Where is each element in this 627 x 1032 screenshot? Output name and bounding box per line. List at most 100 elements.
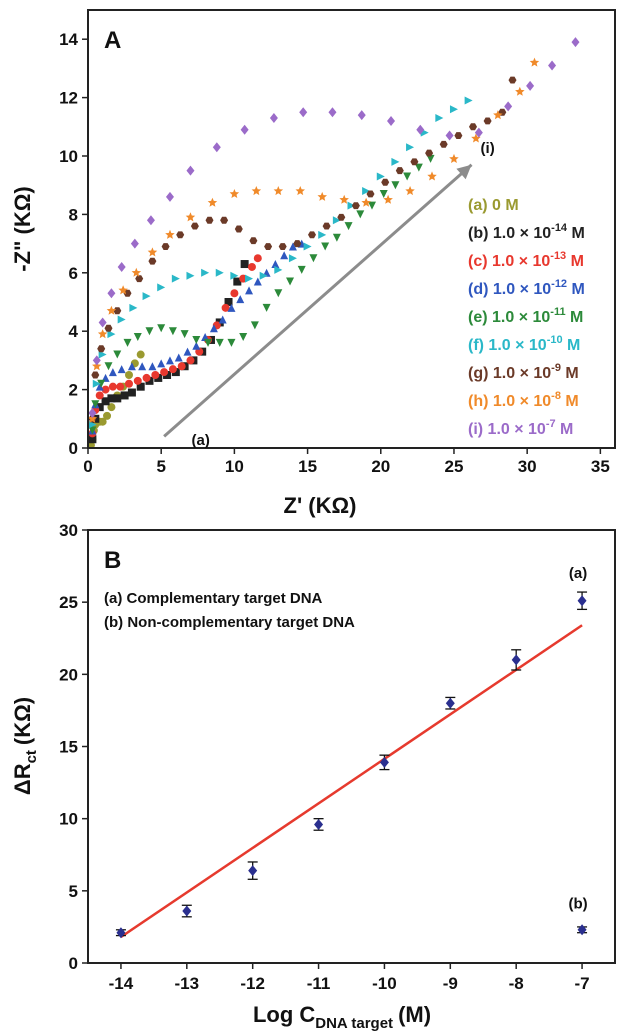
data-point [180,330,189,339]
data-point [362,187,371,196]
data-point [239,333,248,342]
data-point [269,113,278,124]
data-point [321,242,330,251]
y-tick-label: 14 [59,30,78,49]
data-point [174,353,183,362]
data-point [101,385,110,394]
legend-entry: (e) 1.0 × 10-11 M [468,306,583,326]
data-point [157,324,166,333]
legend-entry: (g) 1.0 × 10-9 M [468,362,579,382]
legend-entry: (a) Complementary target DNA [104,590,323,607]
data-point [104,324,113,332]
data-point [98,317,107,328]
data-point [138,362,147,371]
data-point [212,142,221,153]
data-point [328,107,337,118]
data-point [240,124,249,135]
data-point [295,186,305,196]
data-point [113,394,122,403]
data-point [107,330,116,339]
data-point [92,355,101,366]
data-point [123,289,132,297]
data-point [274,265,283,274]
data-point [183,347,192,356]
data-point [317,191,327,201]
data-point [87,413,98,423]
panel-a-legend: (a) 0 M (b) 1.0 × 10-14 M (c) 1.0 × 10-13 … [468,197,585,438]
data-point [192,341,201,350]
panel-a-arrow [163,163,473,438]
data-point [97,329,108,339]
x-tick-label: -14 [109,974,134,993]
annotation-label: (a) [192,432,210,449]
y-tick-label: 4 [69,322,79,341]
data-point [88,420,97,429]
data-point [240,260,249,269]
data-point [234,225,243,233]
data-point [145,327,154,336]
data-point [571,37,580,48]
data-point [176,231,185,239]
data-point [147,247,158,257]
panel-b-ticks: -14 -13 -12 -11 -10 -9 -8 -7 0 5 10 15 20 25 30 [59,521,590,993]
data-point [464,96,473,105]
legend-entry: (h) 1.0 × 10-8 M [468,390,579,410]
data-point [192,335,201,344]
fit-line [120,624,583,939]
data-point [106,305,117,315]
panel-a: 0 5 10 15 20 25 30 35 0 2 4 6 8 10 12 14 A (a) 0 M (b) 1… [10,9,616,518]
series-2 [577,924,588,936]
panel-b-y-axis-title-sub: ct [23,750,40,763]
y-tick-label: 30 [59,521,78,540]
panel-b-y-axis-title-main: ΔR [10,763,35,795]
x-tick-label: -9 [443,974,458,993]
data-point [154,373,163,382]
data-point [449,153,459,163]
data-point [395,167,404,175]
data-point [318,230,327,239]
data-point [236,295,245,304]
data-point [142,292,151,301]
data-point [253,254,262,263]
data-point [221,303,230,312]
y-tick-label: 2 [69,381,78,400]
data-point [426,154,435,163]
series-1 [115,591,588,939]
data-point [278,243,287,250]
data-point [148,257,157,265]
data-point [454,132,463,139]
data-point [136,382,145,391]
data-point [445,697,455,709]
data-point [233,277,242,286]
data-point [367,201,376,210]
data-point [248,865,258,877]
data-point [288,242,297,251]
data-point [379,189,388,198]
x-tick-label: 35 [591,457,610,476]
data-point [157,283,166,292]
panel-b-annotations: (a) (b) [568,565,587,913]
data-point [351,202,360,210]
data-point [427,171,437,181]
data-point [245,274,254,283]
data-point [332,216,341,225]
data-point [104,362,113,371]
data-point [165,356,174,365]
data-point [526,80,535,91]
data-point [245,286,254,295]
data-point [118,285,128,295]
x-tick-label: 15 [298,457,317,476]
data-point [299,107,308,118]
data-point [308,231,316,239]
data-point [182,905,192,917]
data-point [469,123,477,131]
data-point [215,338,224,347]
series-5 [88,154,435,435]
x-tick-label: -7 [575,974,590,993]
data-point [124,379,133,388]
data-point [148,362,157,371]
data-point [471,133,481,143]
arrow-head [456,164,472,180]
data-point [171,274,180,283]
data-point [95,403,104,412]
